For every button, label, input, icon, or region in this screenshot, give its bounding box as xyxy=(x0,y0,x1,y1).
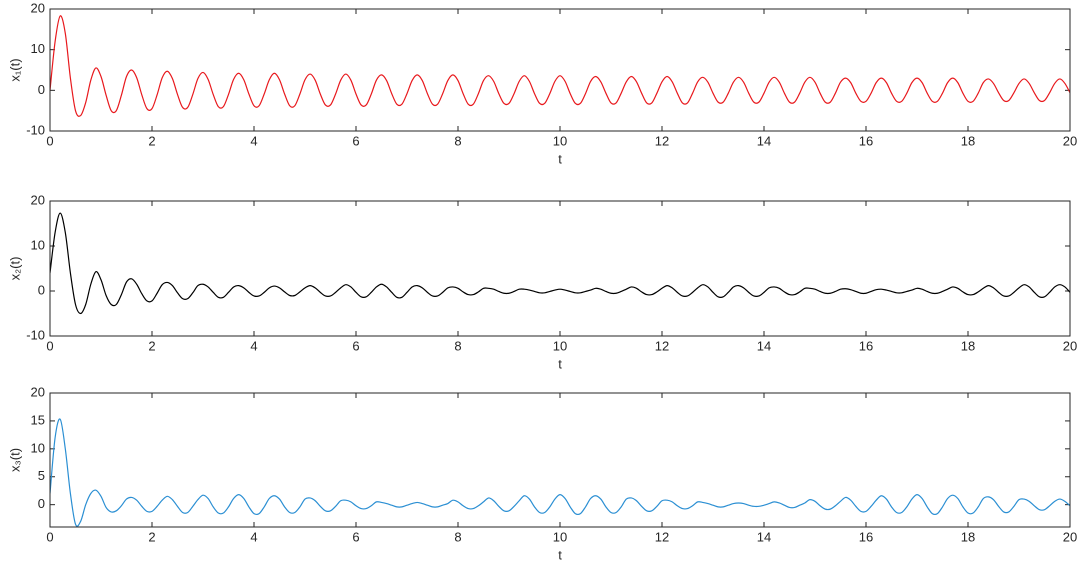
x-tick-label: 0 xyxy=(46,338,53,353)
y-axis-label: x₃(t) xyxy=(7,448,22,472)
data-line xyxy=(50,212,1070,315)
y-tick-label: 10 xyxy=(31,41,45,56)
plot-area xyxy=(50,15,1070,117)
x-tick-label: 16 xyxy=(859,133,873,148)
x-tick-label: 12 xyxy=(655,338,669,353)
axes-frame xyxy=(49,8,1071,132)
y-tick-label: 20 xyxy=(31,192,45,207)
y-tick-label: 10 xyxy=(31,237,45,252)
x-axis-label: t xyxy=(558,151,562,166)
x-tick-label: 4 xyxy=(250,529,257,544)
x-tick-label: 2 xyxy=(148,529,155,544)
x-tick-label: 14 xyxy=(757,529,771,544)
x-tick-label: 14 xyxy=(757,133,771,148)
subplot: 0 2 4 6 8 10 12 14 16 18 20 0 5 10 15 20 t x₃(t) xyxy=(7,384,1077,562)
x-tick-label: 16 xyxy=(859,338,873,353)
x-tick-label: 20 xyxy=(1063,133,1077,148)
x-tick-label: 0 xyxy=(46,529,53,544)
y-tick-label: -10 xyxy=(26,122,45,137)
x-tick-label: 4 xyxy=(250,133,257,148)
x-tick-label: 2 xyxy=(148,338,155,353)
x-tick-label: 10 xyxy=(553,133,567,148)
x-axis-label: t xyxy=(558,547,562,562)
x-tick-label: 8 xyxy=(454,529,461,544)
y-tick-label: 5 xyxy=(38,468,45,483)
x-tick-label: 8 xyxy=(454,133,461,148)
x-tick-label: 20 xyxy=(1063,338,1077,353)
plot-area xyxy=(50,418,1070,527)
y-tick-label: -10 xyxy=(26,327,45,342)
x-tick-label: 10 xyxy=(553,529,567,544)
x-tick-label: 12 xyxy=(655,133,669,148)
y-axis-label: x₁(t) xyxy=(7,58,22,81)
y-tick-label: 20 xyxy=(31,0,45,15)
y-tick-label: 0 xyxy=(38,82,45,97)
x-tick-label: 0 xyxy=(46,133,53,148)
x-tick-label: 8 xyxy=(454,338,461,353)
data-line xyxy=(50,418,1070,527)
x-tick-label: 16 xyxy=(859,529,873,544)
x-tick-label: 18 xyxy=(961,529,975,544)
y-tick-label: 0 xyxy=(38,282,45,297)
y-tick-label: 15 xyxy=(31,412,45,427)
plot-area xyxy=(50,212,1070,315)
y-axis-label: x₂(t) xyxy=(7,257,22,281)
x-axis-label: t xyxy=(558,356,562,371)
x-tick-label: 6 xyxy=(352,529,359,544)
axes-frame xyxy=(49,392,1071,528)
y-tick-label: 10 xyxy=(31,440,45,455)
x-tick-label: 12 xyxy=(655,529,669,544)
x-tick-label: 18 xyxy=(961,133,975,148)
x-tick-label: 18 xyxy=(961,338,975,353)
data-line xyxy=(50,15,1070,117)
y-tick-label: 20 xyxy=(31,384,45,399)
x-tick-label: 2 xyxy=(148,133,155,148)
axes-frame xyxy=(49,200,1071,337)
x-tick-label: 6 xyxy=(352,133,359,148)
x-tick-label: 10 xyxy=(553,338,567,353)
y-tick-label: 0 xyxy=(38,496,45,511)
x-tick-label: 14 xyxy=(757,338,771,353)
x-tick-label: 20 xyxy=(1063,529,1077,544)
x-tick-label: 4 xyxy=(250,338,257,353)
x-tick-label: 6 xyxy=(352,338,359,353)
